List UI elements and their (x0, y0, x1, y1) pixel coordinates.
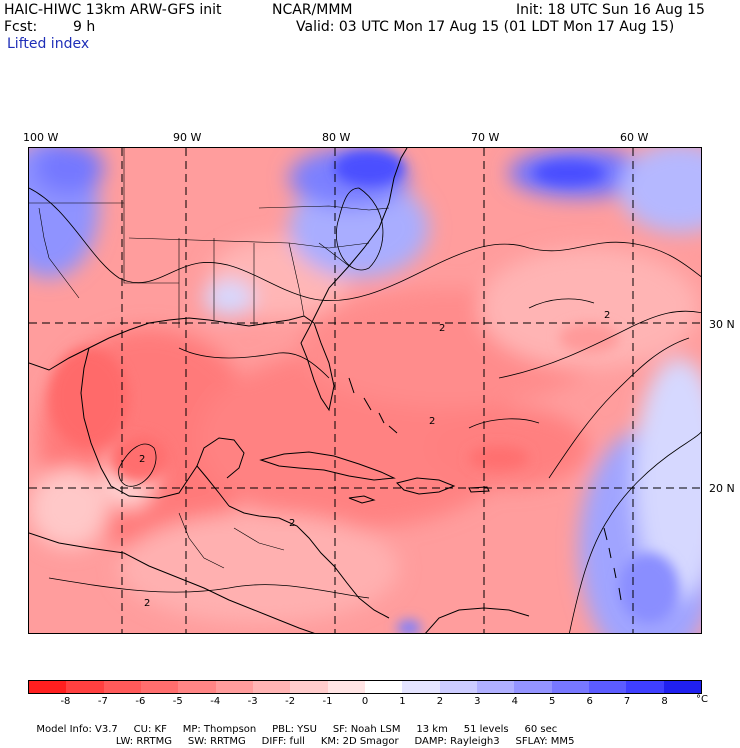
contours (29, 187, 701, 633)
colorbar-cell (29, 681, 67, 693)
colorbar-cell (215, 681, 253, 693)
colorbar-cell (514, 681, 552, 693)
colorbar-cell (626, 681, 664, 693)
model-info-line1-text: Model Info: V3.7 CU: KF MP: Thompson PBL… (36, 724, 558, 735)
colorbar-tick-label: -2 (285, 696, 296, 707)
lat-label-20n: 20 N (709, 482, 735, 495)
contour-labels: 2 2 2 2 2 2 (139, 310, 610, 609)
colorbar-cell (140, 681, 179, 693)
colorbar-tick-label: -1 (322, 696, 333, 707)
fcst-value: 9 h (73, 19, 96, 35)
colorbar-tick-label: -5 (172, 696, 183, 707)
lon-label-70w: 70 W (471, 131, 500, 144)
colorbar-tick-label: 2 (436, 696, 444, 707)
colorbar-cell (66, 681, 104, 693)
colorbar-cell (663, 681, 701, 693)
political-borders (29, 148, 390, 569)
colorbar-tick-label: -8 (60, 696, 71, 707)
lon-label-100w: 100 W (23, 131, 59, 144)
contour-label-1: 2 (439, 323, 445, 334)
contour-label-2: 2 (139, 454, 145, 465)
fcst-label: Fcst: (4, 19, 38, 35)
colorbar-cell (439, 681, 477, 693)
colorbar-tick-label: 4 (511, 696, 518, 707)
init-time: Init: 18 UTC Sun 16 Aug 15 (516, 2, 705, 18)
colorbar-tick-label: -7 (97, 696, 108, 707)
model-info-line1: Model Info: V3.7 CU: KF MP: Thompson PBL… (30, 712, 557, 736)
colorbar-cell (327, 681, 365, 693)
colorbar-tick-label: 3 (474, 696, 481, 707)
field-detail (49, 150, 679, 633)
contour-label-3: 2 (144, 598, 150, 609)
colorbar-cell (178, 681, 216, 693)
valid-time: Valid: 03 UTC Mon 17 Aug 15 (01 LDT Mon … (296, 19, 675, 35)
colorbar-tick-label: 7 (623, 696, 631, 707)
org-label: NCAR/MMM (272, 2, 353, 18)
graticule (29, 148, 701, 633)
lifted-index-map: 2 2 2 2 2 2 (28, 147, 702, 634)
map-canvas: 2 2 2 2 2 2 (29, 148, 701, 633)
colorbar-tick-label: -4 (210, 696, 221, 707)
colorbar-unit: °C (696, 694, 708, 705)
colorbar (28, 680, 702, 694)
lon-label-90w: 90 W (173, 131, 202, 144)
model-title: HAIC-HIWC 13km ARW-GFS init (4, 2, 222, 18)
colorbar-cell (588, 681, 627, 693)
colorbar-tick-label: 0 (361, 696, 369, 707)
field-name: Lifted index (7, 36, 90, 52)
colorbar-tick-label: -3 (247, 696, 258, 707)
colorbar-tick-label: 1 (399, 696, 406, 707)
colorbar-tick-label: 6 (586, 696, 593, 707)
colorbar-tick-label: -6 (135, 696, 146, 707)
contour-label-6: 2 (604, 310, 610, 321)
contour-label-5: 2 (429, 416, 435, 427)
contour-label-4: 2 (289, 518, 295, 529)
colorbar-cell (551, 681, 589, 693)
model-info-line2-text: LW: RRTMG SW: RRTMG DIFF: full KM: 2D Sm… (36, 736, 575, 747)
colorbar-cell (252, 681, 291, 693)
model-info-line2: LW: RRTMG SW: RRTMG DIFF: full KM: 2D Sm… (30, 724, 575, 748)
colorbar-cell (103, 681, 141, 693)
lat-label-30n: 30 N (709, 318, 735, 331)
colorbar-cell (476, 681, 515, 693)
colorbar-cell (290, 681, 328, 693)
colorbar-cell (364, 681, 403, 693)
colorbar-tick-label: 5 (549, 696, 556, 707)
lon-label-80w: 80 W (322, 131, 351, 144)
colorbar-cell (402, 681, 440, 693)
lon-label-60w: 60 W (620, 131, 649, 144)
colorbar-tick-label: 8 (661, 696, 668, 707)
coastlines (29, 148, 622, 633)
